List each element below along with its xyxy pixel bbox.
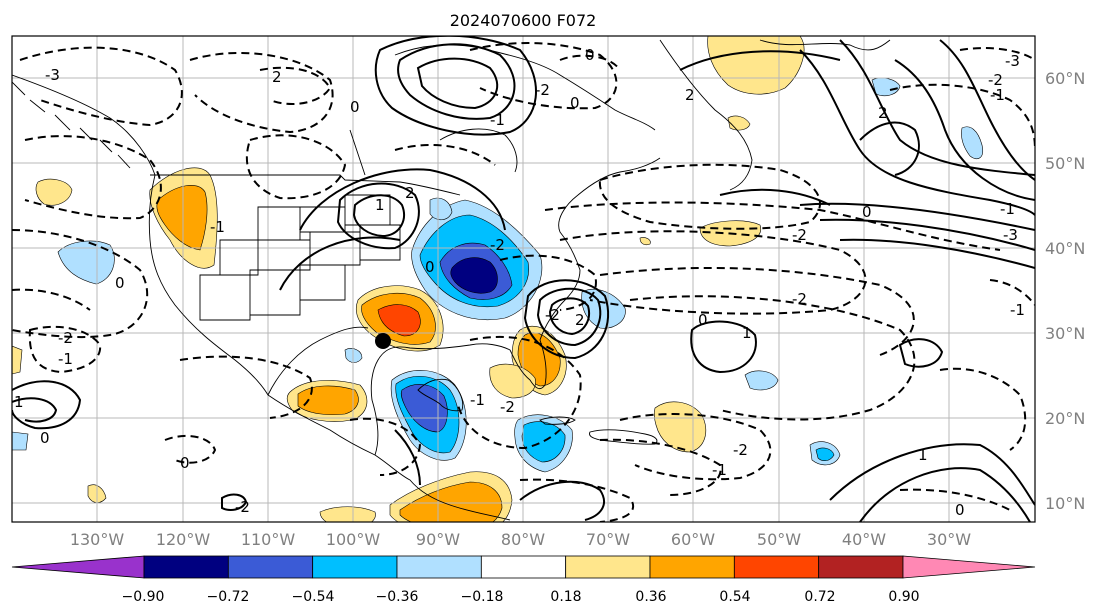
storm-position-marker <box>375 333 391 349</box>
contour-label: 2 <box>685 86 695 104</box>
contour-label: -2 <box>235 498 250 516</box>
colorbar-tick-label: 0.54 <box>719 589 750 605</box>
colorbar-segment <box>649 555 735 579</box>
contour-label: 0 <box>180 454 190 472</box>
colorbar-tick-label: −0.18 <box>461 589 504 605</box>
colorbar-tick-label: 0.18 <box>550 589 581 605</box>
contour-label: -1 <box>1010 301 1025 319</box>
contour-label: -2 <box>490 236 505 254</box>
contour-label: -1 <box>712 461 727 479</box>
lon-label: 130°W <box>70 530 125 549</box>
contour-label: 2 <box>575 311 585 329</box>
colorbar-segment <box>312 555 398 579</box>
map-title: 2024070600 F072 <box>450 11 597 30</box>
latitude-labels: 60°N 50°N 40°N 30°N 20°N 10°N <box>1045 69 1085 513</box>
contour-label: -2 <box>545 306 560 324</box>
lon-label: 60°W <box>671 530 715 549</box>
lat-label: 30°N <box>1045 324 1085 343</box>
contour-label: 1 <box>742 324 752 342</box>
contour-label: 0 <box>425 258 435 276</box>
lat-label: 40°N <box>1045 239 1085 258</box>
colorbar-tick-label: −0.36 <box>376 589 419 605</box>
contour-label: 0 <box>955 501 965 519</box>
contour-label: 0 <box>115 274 125 292</box>
positive-contours <box>12 36 1035 522</box>
map-area: -3 2 0 -1 0 -2 0 2 -1 -2 -3 0 2 -1 -2 -1… <box>12 36 1035 522</box>
lon-label: 80°W <box>501 530 545 549</box>
graticule <box>12 36 1035 522</box>
contour-label: 0 <box>350 98 360 116</box>
lat-label: 50°N <box>1045 154 1085 173</box>
contour-label: 0 <box>570 94 580 112</box>
contour-label: -3 <box>1003 226 1018 244</box>
colorbar-extend-low <box>11 555 145 579</box>
lon-label: 40°W <box>842 530 886 549</box>
shaded-fields <box>12 36 983 522</box>
contour-label: -1 <box>490 111 505 129</box>
contour-label: -2 <box>58 329 73 347</box>
contour-label: -2 <box>535 81 550 99</box>
contour-label: 0 <box>585 46 595 64</box>
lon-label: 50°W <box>757 530 801 549</box>
contour-label: -1 <box>210 218 225 236</box>
contour-labels: -3 2 0 -1 0 -2 0 2 -1 -2 -3 0 2 -1 -2 -1… <box>14 46 1025 519</box>
contour-label: 2 <box>878 104 888 122</box>
contour-label: 1 <box>375 196 385 214</box>
contour-label: -1 <box>58 350 73 368</box>
contour-label: 0 <box>862 203 872 221</box>
colorbar-segment <box>818 555 904 579</box>
contour-label: -1 <box>470 391 485 409</box>
colorbar-labels: −0.90 −0.72 −0.54 −0.36 −0.18 0.18 0.36 … <box>122 589 920 605</box>
colorbar-tick-label: 0.36 <box>635 589 666 605</box>
lon-label: 100°W <box>326 530 381 549</box>
negative-contours <box>12 42 1035 522</box>
contour-label: 2 <box>272 68 282 86</box>
colorbar <box>11 555 1036 579</box>
colorbar-segment <box>143 555 229 579</box>
lat-label: 60°N <box>1045 69 1085 88</box>
lon-label: 30°W <box>927 530 971 549</box>
colorbar-segment <box>396 555 482 579</box>
longitude-labels: 130°W 120°W 110°W 100°W 90°W 80°W 70°W 6… <box>70 530 971 549</box>
contour-label: -3 <box>45 66 60 84</box>
lon-label: 90°W <box>416 530 460 549</box>
lon-label: 120°W <box>156 530 211 549</box>
colorbar-segment <box>565 555 651 579</box>
colorbar-tick-label: 0.90 <box>888 589 919 605</box>
map-frame <box>11 35 1036 523</box>
contour-label: 1 <box>14 393 24 411</box>
colorbar-segment <box>480 555 567 579</box>
contour-label: -1 <box>1000 200 1015 218</box>
contour-label: 0 <box>40 429 50 447</box>
colorbar-segment <box>733 555 820 579</box>
lat-label: 10°N <box>1045 494 1085 513</box>
contour-label: -2 <box>792 226 807 244</box>
contour-label: -1 <box>990 86 1005 104</box>
lat-label: 20°N <box>1045 409 1085 428</box>
contour-label: 2 <box>405 184 415 202</box>
colorbar-tick-label: −0.90 <box>122 589 165 605</box>
colorbar-extend-high <box>902 555 1036 579</box>
contour-label: -2 <box>733 441 748 459</box>
colorbar-segment <box>227 555 314 579</box>
colorbar-tick-label: 0.72 <box>804 589 835 605</box>
colorbar-tick-label: −0.54 <box>292 589 335 605</box>
contour-label: -2 <box>792 290 807 308</box>
contour-label: 0 <box>698 311 708 329</box>
contour-label: -3 <box>1005 52 1020 70</box>
lon-label: 70°W <box>586 530 630 549</box>
contour-label: 1 <box>918 446 928 464</box>
colorbar-tick-label: −0.72 <box>207 589 250 605</box>
contour-label: -2 <box>988 71 1003 89</box>
contour-label: -2 <box>500 398 515 416</box>
lon-label: 110°W <box>241 530 296 549</box>
